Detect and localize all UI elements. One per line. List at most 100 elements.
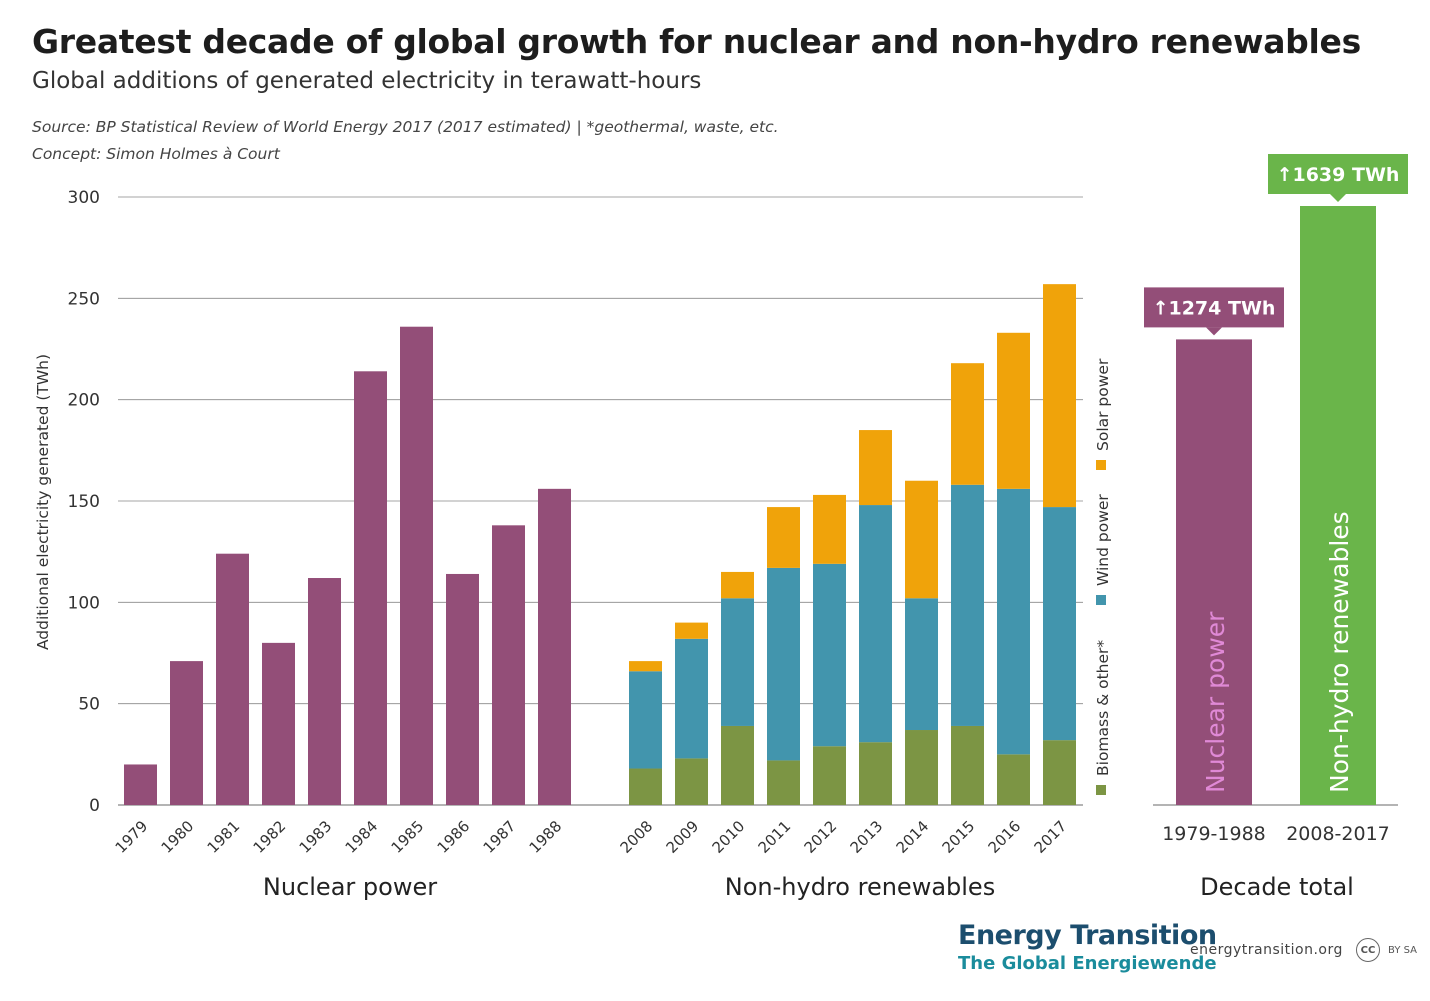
x-tick-label: 2016 <box>985 817 1025 857</box>
x-tick-label: 1984 <box>342 817 382 857</box>
x-tick-label: 1987 <box>480 817 520 857</box>
legend-label: Solar power <box>1094 358 1112 451</box>
legend-label: Biomass & other* <box>1094 640 1112 776</box>
x-tick-label: 2009 <box>663 817 703 857</box>
chart-subtitle: Global additions of generated electricit… <box>32 68 702 94</box>
y-tick-label: 0 <box>89 796 100 816</box>
group-label-renewables: Non-hydro renewables <box>725 873 995 901</box>
y-tick-label: 150 <box>68 492 100 512</box>
renewables-bar-segment <box>859 742 892 805</box>
legend-swatch <box>1096 460 1106 470</box>
renewables-bar-segment <box>629 768 662 805</box>
concept-credit: Concept: Simon Holmes à Court <box>32 145 280 163</box>
renewables-bar-segment <box>951 484 984 726</box>
renewables-bar-segment <box>813 746 846 805</box>
renewables-bar-segment <box>629 671 662 769</box>
decade-category-label: 1979-1988 <box>1162 823 1266 845</box>
renewables-bar-segment <box>859 430 892 506</box>
renewables-bar-segment <box>905 598 938 731</box>
legend-label: Wind power <box>1094 494 1112 586</box>
decade-bar-label: Nuclear power <box>1201 611 1230 793</box>
renewables-bar-segment <box>905 730 938 805</box>
x-tick-label: 2014 <box>893 817 933 857</box>
brand-logo: Energy Transition The Global Energiewend… <box>958 920 1217 974</box>
nuclear-bar <box>538 488 571 805</box>
renewables-bar-segment <box>675 758 708 805</box>
value-callout-badge <box>1144 287 1284 328</box>
value-callout-label: ↑1274 TWh <box>1153 297 1276 319</box>
renewables-bar-segment <box>721 571 754 599</box>
nuclear-bar <box>262 642 295 805</box>
nuclear-bar <box>170 661 203 805</box>
brand-name: Energy Transition <box>958 920 1217 951</box>
x-tick-label: 1988 <box>526 817 566 857</box>
nuclear-bar <box>354 371 387 805</box>
x-tick-label: 1982 <box>250 817 290 857</box>
y-tick-label: 300 <box>68 188 100 208</box>
x-tick-label: 1986 <box>434 817 474 857</box>
source-note: Source: BP Statistical Review of World E… <box>32 118 779 136</box>
renewables-bar-segment <box>675 622 708 639</box>
creative-commons-icon: CC <box>1356 938 1380 962</box>
y-tick-label: 50 <box>78 695 100 715</box>
value-callout-label: ↑1639 TWh <box>1277 164 1400 186</box>
group-label-decade-total: Decade total <box>1200 873 1354 901</box>
brand-tagline: The Global Energiewende <box>958 953 1217 974</box>
nuclear-bar <box>400 326 433 805</box>
x-tick-label: 2010 <box>709 817 749 857</box>
bars <box>124 154 1408 805</box>
nuclear-bar <box>124 764 157 805</box>
renewables-bar-segment <box>767 760 800 805</box>
decade-total-bar <box>1176 339 1252 805</box>
decade-category-label: 2008-2017 <box>1286 823 1390 845</box>
license-text: BY SA <box>1388 945 1417 956</box>
y-tick-label: 250 <box>68 289 100 309</box>
nuclear-bar <box>308 578 341 805</box>
renewables-bar-segment <box>905 480 938 599</box>
group-label-nuclear: Nuclear power <box>263 873 437 901</box>
x-tick-label: 1979 <box>112 817 152 857</box>
value-callout-pointer <box>1206 327 1222 336</box>
renewables-bar-segment <box>997 332 1030 489</box>
x-tick-label: 2013 <box>847 817 887 857</box>
legend-swatch <box>1096 785 1106 795</box>
decade-bar-label: Non-hydro renewables <box>1325 511 1354 793</box>
x-tick-label: 2011 <box>755 817 795 857</box>
legend-swatch <box>1096 595 1106 605</box>
renewables-bar-segment <box>629 661 662 672</box>
nuclear-bar <box>492 525 525 805</box>
renewables-bar-segment <box>721 725 754 805</box>
y-tick-label: 100 <box>68 593 100 613</box>
x-tick-label: 2015 <box>939 817 979 857</box>
renewables-bar-segment <box>951 725 984 805</box>
y-tick-label: 200 <box>68 391 100 411</box>
nuclear-bar <box>446 573 479 805</box>
renewables-bar-segment <box>813 494 846 564</box>
x-tick-label: 1983 <box>296 817 336 857</box>
x-tick-label: 2008 <box>617 817 657 857</box>
renewables-bar-segment <box>951 363 984 485</box>
x-tick-label: 2012 <box>801 817 841 857</box>
value-callout-badge <box>1268 154 1408 194</box>
renewables-bar-segment <box>721 598 754 726</box>
x-tick-label: 2017 <box>1031 817 1071 857</box>
renewables-bar-segment <box>675 638 708 759</box>
value-callout-pointer <box>1330 194 1346 202</box>
chart-title: Greatest decade of global growth for nuc… <box>32 22 1361 61</box>
renewables-bar-segment <box>1043 507 1076 741</box>
y-axis-title: Additional electricity generated (TWh) <box>34 354 52 650</box>
renewables-bar-segment <box>767 567 800 761</box>
renewables-bar-segment <box>1043 740 1076 805</box>
renewables-bar-segment <box>767 507 800 568</box>
renewables-bar-segment <box>1043 284 1076 508</box>
renewables-bar-segment <box>997 488 1030 755</box>
renewables-bar-segment <box>859 505 892 743</box>
renewables-bar-segment <box>997 754 1030 805</box>
website-link[interactable]: energytransition.org <box>1190 942 1343 958</box>
renewables-bar-segment <box>813 563 846 747</box>
nuclear-bar <box>216 553 249 805</box>
x-tick-label: 1980 <box>158 817 198 857</box>
x-tick-label: 1985 <box>388 817 428 857</box>
x-tick-label: 1981 <box>204 817 244 857</box>
